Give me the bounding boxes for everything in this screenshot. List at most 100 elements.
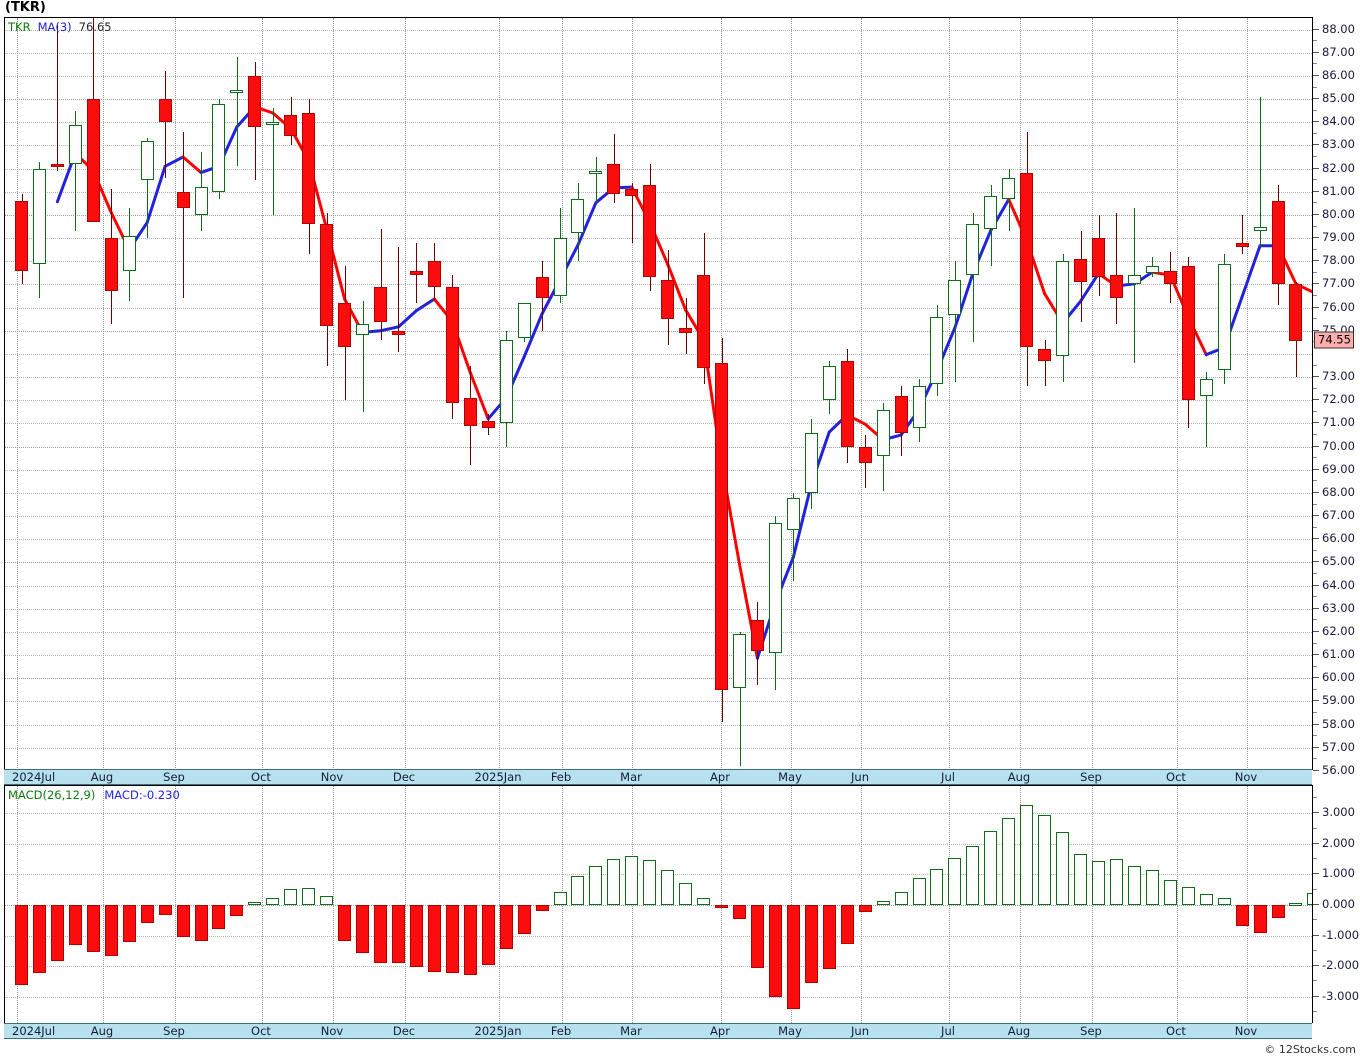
date-axis-label: Sep bbox=[163, 1024, 185, 1038]
price-axis-label: 73.00 bbox=[1322, 369, 1355, 384]
candle-body bbox=[104, 238, 118, 292]
macd-bar bbox=[589, 865, 603, 905]
macd-bar bbox=[930, 868, 944, 905]
macd-axis-label: -2.000 bbox=[1322, 958, 1360, 973]
axis-tick-mark bbox=[1313, 515, 1319, 517]
price-legend: TKR MA(3) 76.65 bbox=[8, 20, 112, 34]
candle-body bbox=[1163, 270, 1177, 285]
candle-body bbox=[284, 115, 298, 137]
gridline-horizontal bbox=[5, 843, 1312, 845]
gridline-horizontal bbox=[5, 330, 1312, 332]
axis-minor-tick bbox=[1313, 503, 1317, 505]
gridline-horizontal bbox=[5, 446, 1312, 448]
axis-minor-tick bbox=[1313, 1010, 1317, 1012]
gridline-horizontal bbox=[5, 238, 1312, 240]
axis-tick-mark bbox=[1313, 121, 1319, 123]
ma-segment bbox=[468, 370, 490, 421]
axis-tick-mark bbox=[1313, 74, 1319, 76]
axis-tick-mark bbox=[1313, 700, 1319, 702]
date-axis-label: Aug bbox=[90, 770, 114, 784]
axis-minor-tick bbox=[1313, 156, 1317, 157]
candle-wick bbox=[362, 300, 364, 412]
macd-bar bbox=[535, 905, 549, 912]
axis-minor-tick bbox=[1313, 596, 1317, 598]
date-axis-label: Jun bbox=[851, 770, 869, 784]
gridline-vertical bbox=[17, 18, 18, 770]
candle-body bbox=[966, 224, 980, 276]
gridline-horizontal bbox=[5, 423, 1312, 425]
gridline-vertical bbox=[405, 18, 406, 770]
candle-body bbox=[499, 340, 513, 424]
axis-tick-mark bbox=[1313, 144, 1319, 146]
macd-axis-label: -3.000 bbox=[1322, 988, 1360, 1003]
axis-tick-mark bbox=[1313, 306, 1319, 308]
candle-body bbox=[481, 421, 495, 429]
ma-segment bbox=[1240, 244, 1262, 299]
axis-minor-tick bbox=[1313, 688, 1317, 690]
attribution-footer: © 12Stocks.com bbox=[1264, 1043, 1356, 1056]
macd-bar bbox=[409, 905, 423, 967]
axis-minor-tick bbox=[1313, 888, 1317, 890]
candle-body bbox=[1289, 284, 1303, 342]
axis-tick-mark bbox=[1313, 399, 1319, 401]
axis-tick-mark bbox=[1313, 607, 1319, 609]
candle-body bbox=[320, 224, 334, 327]
macd-bar bbox=[1199, 894, 1213, 905]
ma-segment bbox=[576, 201, 598, 247]
axis-minor-tick bbox=[1313, 132, 1317, 134]
candle-wick bbox=[1260, 96, 1262, 248]
axis-tick-mark bbox=[1313, 468, 1319, 470]
macd-bar bbox=[804, 905, 818, 983]
gridline-vertical bbox=[632, 18, 633, 770]
date-axis-label: Apr bbox=[710, 770, 730, 784]
price-axis-label: 81.00 bbox=[1322, 183, 1355, 198]
gridline-horizontal bbox=[5, 307, 1312, 309]
candle-body bbox=[571, 198, 585, 234]
legend-symbol: TKR bbox=[8, 20, 31, 34]
price-axis-label: 62.00 bbox=[1322, 623, 1355, 638]
axis-minor-tick bbox=[1313, 858, 1317, 860]
macd-bar bbox=[715, 905, 729, 908]
axis-minor-tick bbox=[1313, 980, 1317, 982]
axis-minor-tick bbox=[1313, 225, 1317, 227]
macd-bar bbox=[1038, 814, 1052, 905]
gridline-horizontal bbox=[5, 214, 1312, 216]
macd-bar bbox=[984, 831, 998, 905]
candle-wick bbox=[1116, 212, 1118, 324]
candle-wick bbox=[954, 261, 956, 382]
candle-body bbox=[930, 316, 944, 385]
axis-minor-tick bbox=[1313, 434, 1317, 436]
candle-body bbox=[1109, 275, 1123, 299]
candle-wick bbox=[398, 247, 400, 352]
candle-body bbox=[625, 189, 639, 197]
macd-bar bbox=[1181, 886, 1195, 905]
macd-bar bbox=[1307, 893, 1312, 905]
price-axis-label: 58.00 bbox=[1322, 716, 1355, 731]
macd-bar bbox=[966, 845, 980, 905]
candle-body bbox=[1002, 177, 1016, 199]
candle-wick bbox=[631, 182, 633, 243]
gridline-horizontal bbox=[5, 701, 1312, 703]
date-axis-label: Nov bbox=[1234, 770, 1258, 784]
gridline-vertical bbox=[175, 18, 176, 770]
candle-wick bbox=[595, 157, 597, 204]
price-axis-label: 87.00 bbox=[1322, 44, 1355, 59]
macd-bar bbox=[302, 888, 316, 905]
price-axis-label: 57.00 bbox=[1322, 739, 1355, 754]
axis-tick-mark bbox=[1313, 873, 1319, 875]
date-axis-label: Dec bbox=[392, 1024, 416, 1038]
axis-tick-mark bbox=[1313, 329, 1319, 331]
gridline-vertical bbox=[949, 18, 950, 770]
price-axis-label: 64.00 bbox=[1322, 577, 1355, 592]
macd-bar bbox=[356, 905, 370, 954]
legend-indicator: MA(3) bbox=[37, 20, 72, 34]
axis-minor-tick bbox=[1313, 457, 1317, 459]
date-axis-label: Oct bbox=[251, 1024, 271, 1038]
gridline-horizontal bbox=[5, 655, 1312, 657]
macd-bar bbox=[445, 905, 459, 973]
ma-segment bbox=[379, 325, 400, 333]
date-axis-label: Sep bbox=[1080, 770, 1102, 784]
candle-body bbox=[768, 523, 782, 653]
date-axis-label: Jun bbox=[851, 1024, 869, 1038]
price-axis-label: 65.00 bbox=[1322, 554, 1355, 569]
